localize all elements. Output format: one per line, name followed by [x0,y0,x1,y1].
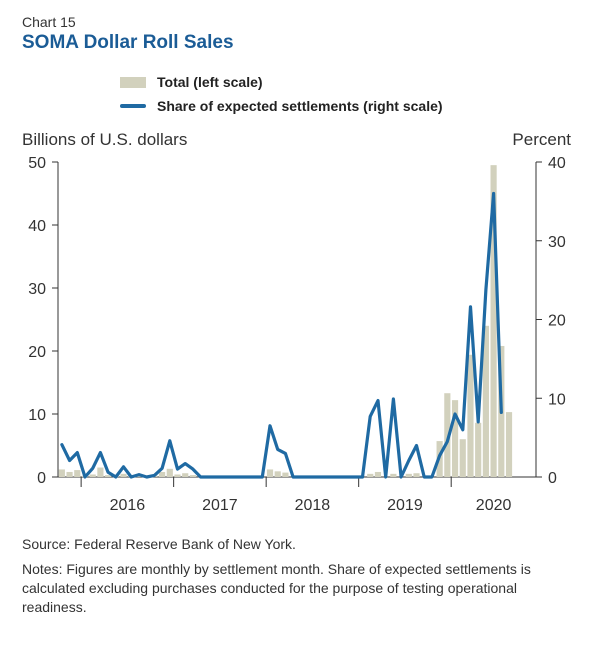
bar [266,469,274,477]
left-tick-label: 0 [37,470,46,487]
bar [174,474,181,477]
bar [66,471,73,477]
bar [451,400,459,477]
bar [444,393,451,477]
bar [105,475,112,477]
legend: Total (left scale) Share of expected set… [120,70,443,118]
year-label: 2019 [387,497,423,514]
bar [74,470,81,477]
bar [135,475,143,477]
bar [182,473,189,477]
legend-line-label: Share of expected settlements (right sca… [157,98,443,114]
bar [505,412,513,477]
bar [405,473,412,477]
bar [413,473,420,477]
year-label: 2020 [476,497,512,514]
bar [189,475,197,477]
year-label: 2016 [110,497,146,514]
bar [89,474,96,477]
bar [120,473,127,477]
bar [482,325,489,477]
right-tick-label: 30 [548,234,566,251]
bar [475,422,482,477]
legend-item-share: Share of expected settlements (right sca… [120,94,443,118]
bar [367,473,374,477]
bar [282,472,289,477]
bar [490,165,497,477]
legend-line-swatch [120,104,146,108]
legend-bar-swatch [120,76,146,88]
bar [97,467,104,477]
bar [274,471,281,477]
right-axis-title: Percent [512,130,571,149]
bar [158,471,166,477]
chart-title: SOMA Dollar Roll Sales [22,32,234,53]
right-tick-label: 40 [548,155,566,172]
year-label: 2018 [295,497,331,514]
bar [390,473,397,477]
chart-plot: 0 10 20 30 40 50 0 10 20 30 40 2016 2017 2018 2019 2020 [28,155,566,514]
share-line [60,191,503,479]
year-label: 2017 [202,497,238,514]
left-tick-label: 40 [28,218,46,235]
source-note: Source: Federal Reserve Bank of New York… [22,536,296,552]
legend-bar-label: Total (left scale) [157,74,263,90]
right-tick-label: 0 [548,470,557,487]
bar [459,439,466,477]
right-tick-label: 20 [548,313,566,330]
legend-item-total: Total (left scale) [120,70,443,94]
left-tick-label: 20 [28,344,46,361]
bar [166,468,173,477]
bar [467,354,474,477]
bar [374,471,382,477]
notes-text: Notes: Figures are monthly by settlement… [22,561,531,615]
left-tick-label: 10 [28,407,46,424]
right-tick-label: 10 [548,391,566,408]
bar [58,469,65,477]
chart-number: Chart 15 [22,14,76,30]
left-tick-label: 30 [28,281,46,298]
left-axis-title: Billions of U.S. dollars [22,130,188,149]
left-tick-label: 50 [28,155,46,172]
